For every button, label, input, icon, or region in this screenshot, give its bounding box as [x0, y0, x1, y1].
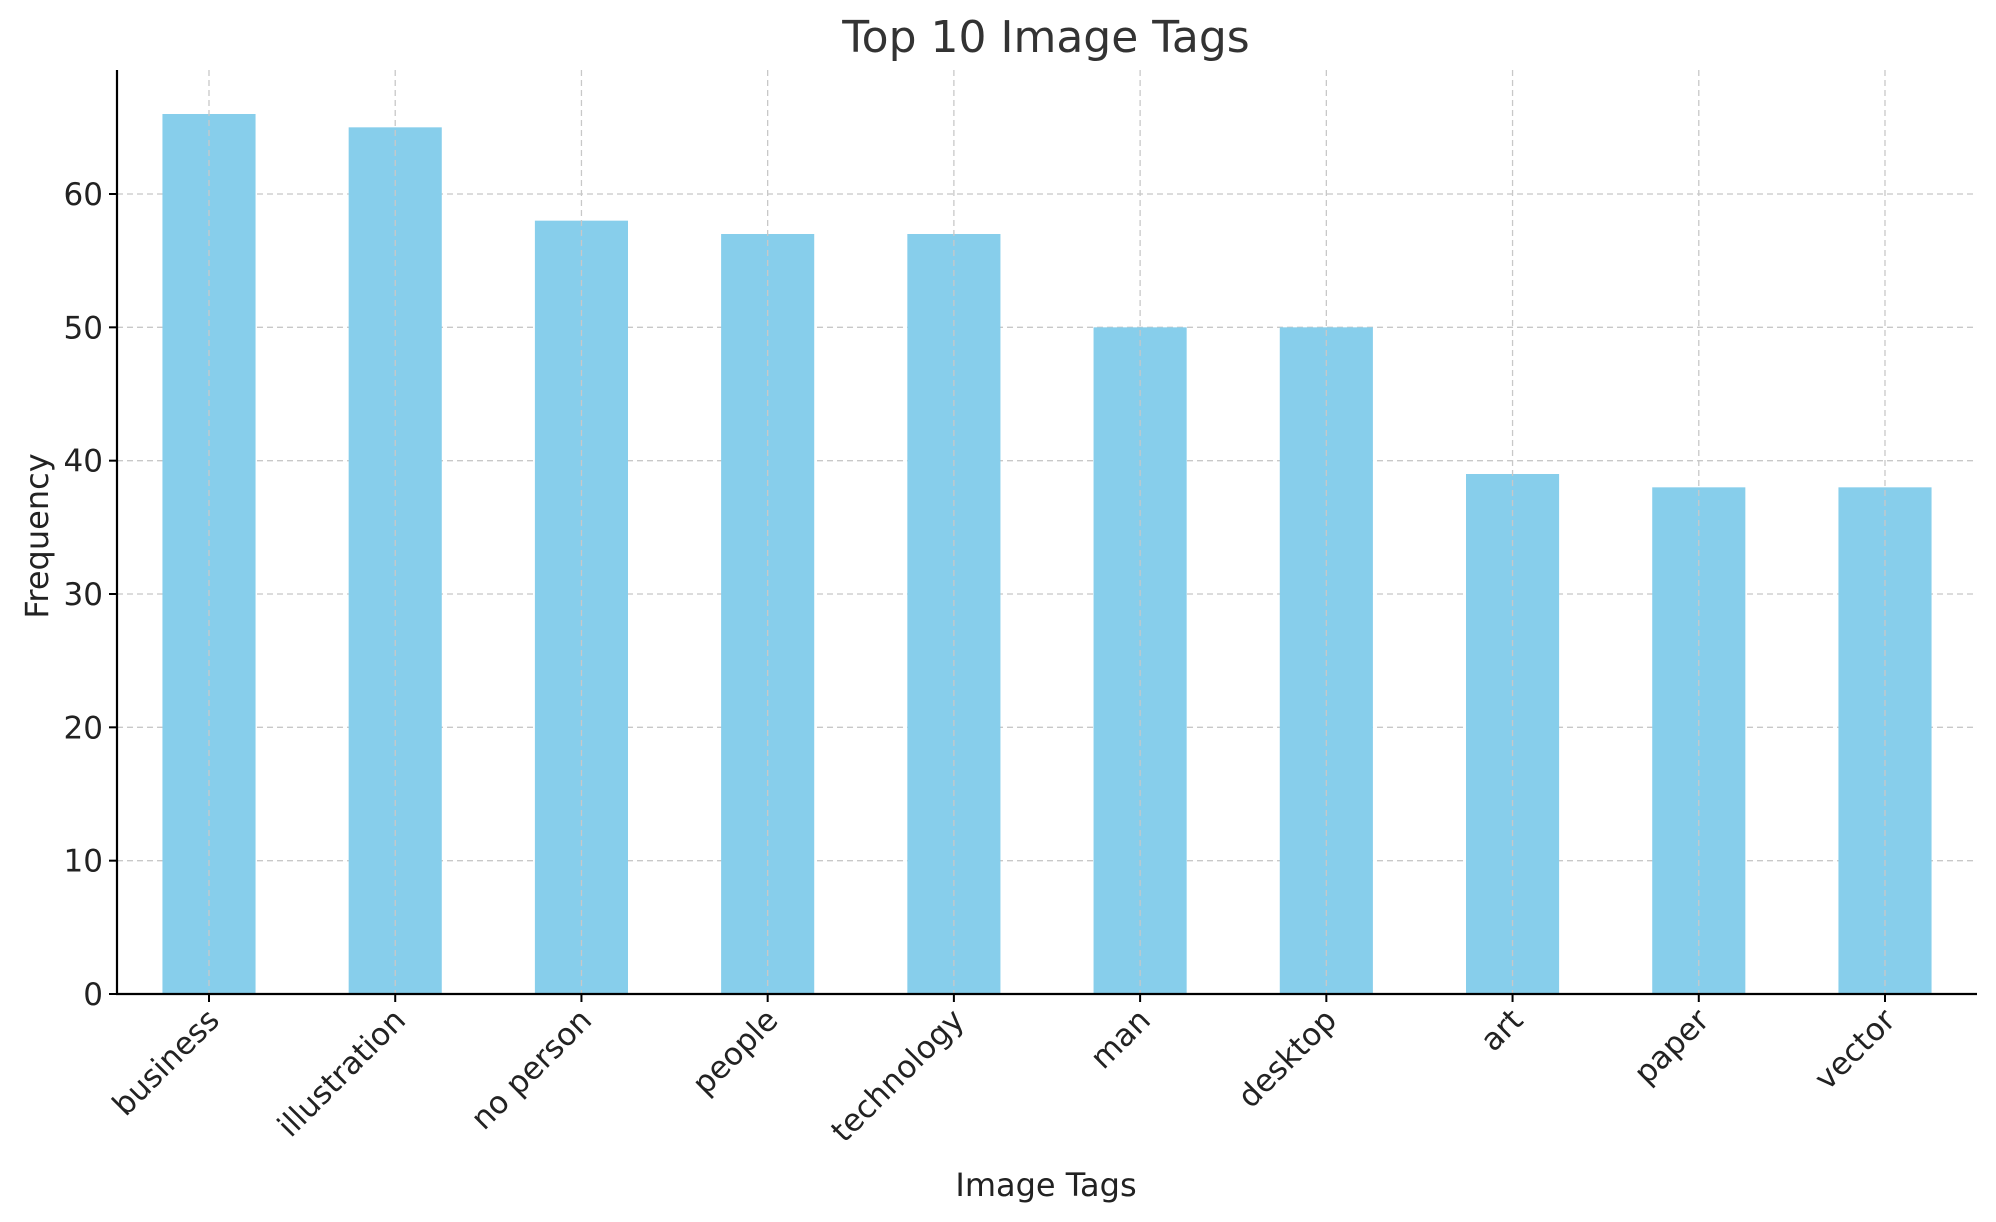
y-ticks: 0 10 20 30 40 50 60	[64, 177, 117, 1013]
axes	[115, 70, 1977, 996]
bar-no-person	[534, 220, 628, 994]
y-axis-label: Frequency	[18, 453, 56, 618]
y-tick-label: 50	[64, 310, 103, 346]
x-axis-label: Image Tags	[955, 1166, 1136, 1204]
y-tick-label: 20	[64, 710, 103, 746]
y-tick-label: 0	[83, 977, 103, 1013]
y-tick-label: 10	[64, 844, 103, 880]
y-tick-label: 30	[64, 577, 103, 613]
y-tick-label: 40	[64, 444, 103, 480]
y-tick-label: 60	[64, 177, 103, 213]
chart-title: Top 10 Image Tags	[841, 12, 1249, 63]
vertical-grid	[208, 70, 1886, 994]
